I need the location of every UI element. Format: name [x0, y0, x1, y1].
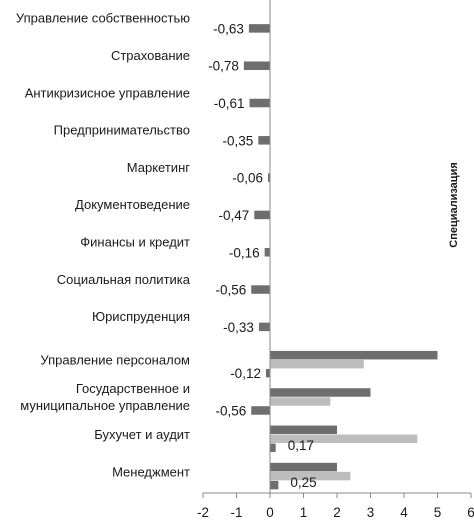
category-label-9-0: Управление персоналом	[40, 352, 190, 367]
x-tick-label-0: -2	[197, 505, 209, 520]
bar-0-0	[248, 24, 270, 33]
data-label-9: -0,12	[230, 366, 261, 381]
x-tick-label-6: 4	[400, 505, 408, 520]
x-tick-label-7: 5	[434, 505, 442, 520]
bar-2-0	[249, 98, 270, 108]
bar-9-1	[270, 359, 364, 369]
bar-4-0	[267, 173, 270, 182]
data-label-6: -0,16	[229, 245, 260, 260]
side-axis-title: Специализация	[448, 162, 460, 247]
bar-12-1	[270, 471, 351, 481]
category-label-5-0: Документоведение	[75, 197, 190, 212]
category-label-7-0: Социальная политика	[57, 272, 191, 287]
bar-12-0	[270, 462, 337, 472]
data-label-12: 0,25	[290, 475, 316, 490]
x-tick-label-8: 6	[467, 505, 474, 520]
bar-12-2	[270, 480, 279, 490]
x-tick-label-5: 3	[367, 505, 375, 520]
bar-10-1	[270, 397, 331, 406]
bar-11-2	[270, 443, 276, 453]
bar-7-0	[251, 285, 270, 294]
category-label-10-0: Государственное и	[76, 381, 190, 396]
data-label-11: 0,17	[288, 438, 314, 453]
data-label-0: -0,63	[213, 21, 244, 36]
bar-8-0	[258, 322, 270, 332]
data-label-8: -0,33	[223, 320, 254, 335]
x-tick-label-2: 0	[266, 505, 274, 520]
category-label-12-0: Менеджмент	[112, 464, 190, 479]
x-tick-label-4: 2	[333, 505, 341, 520]
bar-3-0	[258, 136, 270, 145]
category-label-0-0: Управление собственностью	[16, 11, 190, 26]
data-label-4: -0,06	[232, 171, 263, 186]
bar-5-0	[254, 210, 270, 220]
data-label-3: -0,35	[222, 133, 253, 148]
data-label-7: -0,56	[215, 283, 246, 298]
data-label-2: -0,61	[214, 96, 245, 111]
bar-10-0	[270, 388, 371, 397]
category-label-8-0: Юриспруденция	[92, 309, 190, 324]
bar-9-0	[270, 350, 438, 360]
data-label-10: -0,56	[215, 403, 246, 418]
category-label-1-0: Страхование	[111, 48, 190, 63]
category-label-11-0: Бухучет и аудит	[94, 427, 190, 442]
category-label-3-0: Предпринимательство	[54, 123, 190, 138]
bar-11-0	[270, 425, 337, 435]
bar-10-2	[251, 406, 270, 415]
category-label-4-0: Маркетинг	[127, 160, 190, 175]
x-tick-label-3: 1	[300, 505, 308, 520]
category-label-10-1: муниципальное управление	[20, 398, 190, 413]
data-label-5: -0,47	[218, 208, 249, 223]
x-tick-label-1: -1	[230, 505, 242, 520]
bar-9-2	[265, 368, 270, 378]
data-label-1: -0,78	[208, 59, 239, 74]
category-label-2-0: Антикризисное управление	[25, 85, 190, 100]
bar-6-0	[264, 248, 270, 257]
bar-11-1	[270, 434, 418, 444]
category-label-6-0: Финансы и кредит	[80, 235, 190, 250]
bar-1-0	[243, 61, 270, 70]
